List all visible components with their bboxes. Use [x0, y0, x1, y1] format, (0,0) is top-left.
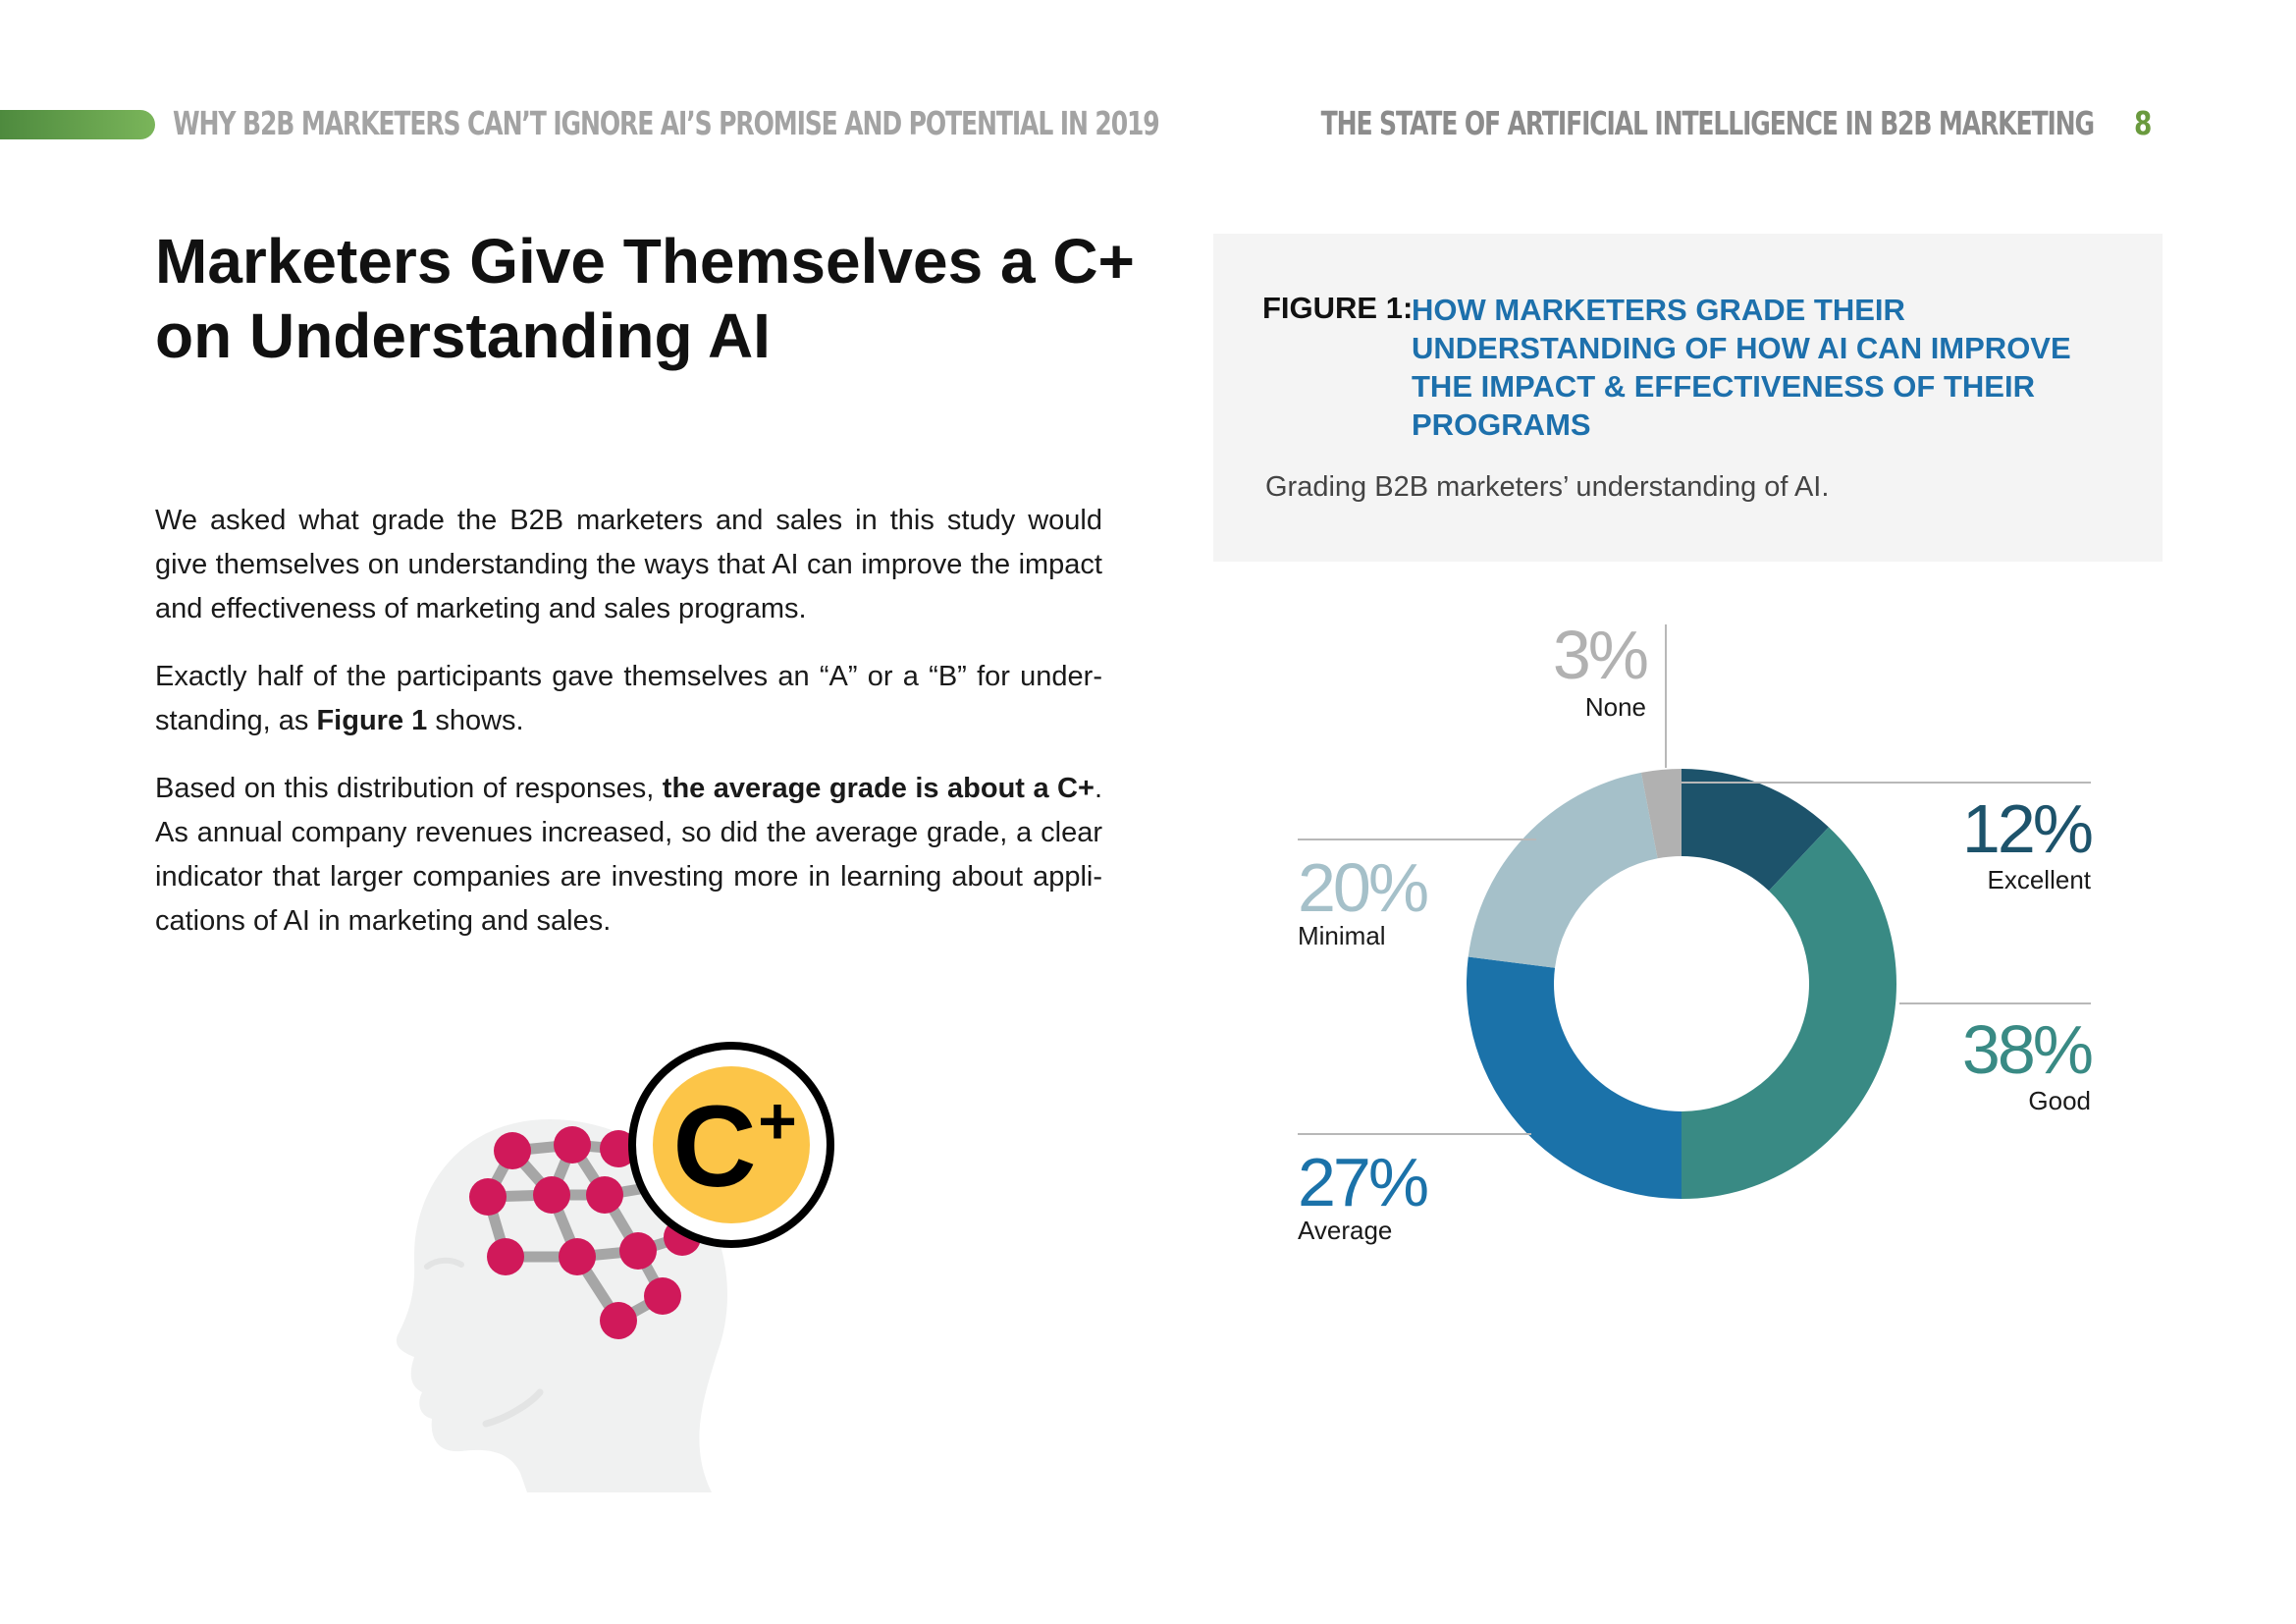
page-number: 8 — [2134, 104, 2153, 142]
paragraph-3: Based on this distribution of responses,… — [155, 767, 1102, 944]
header-report-title: THE STATE OF ARTIFICIAL INTELLIGENCE IN … — [1320, 104, 2095, 142]
category-label-none: None — [1585, 692, 1646, 722]
donut-slice-good — [1682, 827, 1896, 1199]
average-grade-highlight: the average grade is about a C+ — [662, 773, 1095, 804]
figure-label: FIGURE 1: — [1262, 291, 1414, 325]
donut-slice-average — [1467, 956, 1682, 1199]
donut-slice-minimal — [1468, 772, 1658, 968]
grade-plus: + — [758, 1084, 797, 1159]
figure-title: HOW MARKETERS GRADE THEIR UNDERSTANDING … — [1412, 293, 2071, 442]
grade-badge: C + — [628, 1042, 834, 1248]
body-text: We asked what grade the B2B marketers an… — [155, 499, 1102, 967]
donut-slice-none — [1640, 769, 1682, 859]
figure-caption: Grading B2B marketers’ understanding of … — [1265, 471, 1830, 503]
paragraph-2: Exactly half of the participants gave th… — [155, 655, 1102, 743]
figure-reference: Figure 1 — [316, 705, 428, 736]
page-title-line-1: Marketers Give Themselves a C+ — [155, 226, 1135, 297]
donut-slice-excellent — [1682, 769, 1829, 892]
paragraph-1: We asked what grade the B2B marketers an… — [155, 505, 1102, 624]
head-network-illustration: C + — [396, 1042, 834, 1492]
value-label-none: 3% — [1553, 617, 1647, 693]
header-accent-bar — [0, 110, 155, 139]
category-label-average: Average — [1298, 1216, 1392, 1245]
category-label-good: Good — [2028, 1086, 2091, 1115]
value-label-average: 27% — [1298, 1144, 1427, 1220]
paragraph-2-text-end: shows. — [427, 705, 524, 736]
header-section-title: WHY B2B MARKETERS CAN’T IGNORE AI’S PROM… — [173, 104, 1160, 142]
grade-letter: C — [672, 1082, 756, 1212]
category-label-minimal: Minimal — [1298, 921, 1386, 950]
page-title-line-2: on Understanding AI — [155, 300, 771, 371]
category-label-excellent: Excellent — [1988, 865, 2092, 894]
value-label-good: 38% — [1962, 1011, 2092, 1088]
value-label-minimal: 20% — [1298, 849, 1427, 926]
paragraph-2-text: Exactly half of the participants gave th… — [155, 661, 1102, 736]
paragraph-3-text: Based on this distribution of responses, — [155, 773, 663, 804]
figure-header-box: FIGURE 1: HOW MARKETERS GRADE THEIR UNDE… — [1213, 234, 2163, 562]
paragraph-3-text-end: . As annual company revenues increased, … — [155, 773, 1102, 937]
value-label-excellent: 12% — [1962, 790, 2092, 867]
page-title: Marketers Give Themselves a C+ on Unders… — [155, 224, 1137, 373]
